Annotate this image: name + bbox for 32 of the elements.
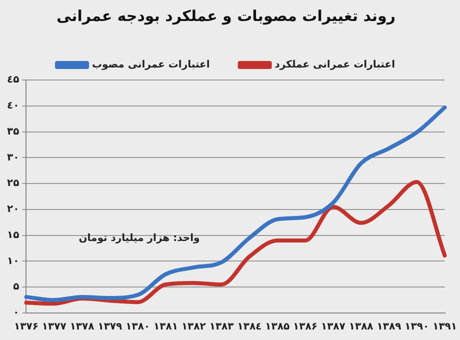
y-tick-label: ۳۰	[6, 152, 20, 164]
y-tick-label: ۱۰	[6, 256, 20, 267]
x-tick-label: ۱۳۸۲	[181, 322, 206, 333]
line-series	[24, 180, 447, 306]
x-tick-label: ۱۳۸۳	[209, 322, 234, 333]
x-tick-label: ۱۳۸۹	[376, 322, 402, 333]
x-tick-label: ۱۳۸۶	[293, 322, 318, 333]
x-tick-label: ۱۳۸۰	[126, 322, 150, 333]
y-tick-label: ٤۰	[6, 100, 20, 112]
x-tick-label: ۱۳۹۰	[404, 322, 430, 333]
x-tick-label: ۱۳۸۱	[154, 322, 178, 333]
x-tick-label: ۱۳۸۸	[348, 322, 374, 333]
y-tick-label: ۲۵	[6, 178, 20, 190]
x-tick-label: ۱۳۸۵	[265, 322, 290, 333]
legend-label: اعتبارات عمرانی مصوب	[92, 60, 210, 71]
y-tick-label: ۰	[13, 308, 20, 319]
x-tick-label: ۱۳۷۸	[70, 322, 94, 333]
x-tick-label: ۱۳۷۹	[98, 322, 122, 333]
x-tick-label: ۱۳۷۶	[14, 322, 38, 333]
annotation: واحد: هزار میلیارد تومان	[78, 233, 200, 244]
y-tick-label: ۲۰	[6, 204, 20, 216]
legend-label: اعتبارات عمرانی عملکرد	[274, 60, 396, 71]
x-tick-label: ۱۳۸٤	[237, 322, 262, 333]
y-tick-label: ۱۵	[6, 230, 20, 241]
y-tick-label: ٤۵	[6, 74, 20, 86]
x-tick-label: ۱۳۷۷	[42, 322, 66, 333]
y-tick-label: ۵	[13, 282, 20, 293]
x-tick-label: ۱۳۹۱	[432, 322, 458, 333]
line-series	[24, 105, 447, 302]
x-tick-label: ۱۳۸۷	[320, 322, 346, 333]
y-tick-label: ۳۵	[6, 126, 20, 138]
chart-title: روند تغییرات مصوبات و عملکرد بودجه عمرانی	[56, 6, 396, 25]
